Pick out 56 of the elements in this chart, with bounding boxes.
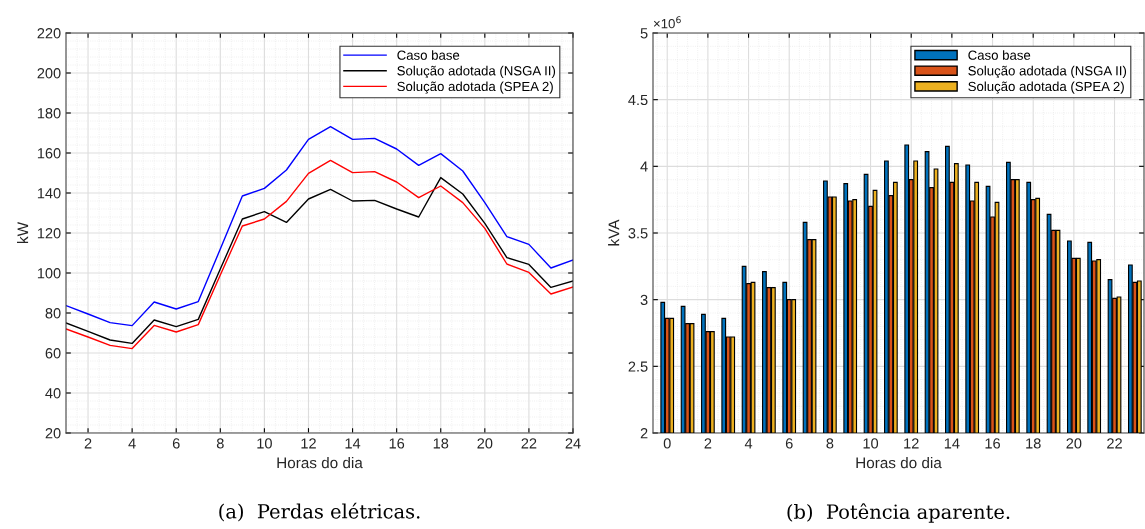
y-tick-label: 3.5	[628, 228, 648, 239]
x-tick-label: 4	[128, 438, 136, 449]
y-tick-label: 4.5	[628, 94, 648, 106]
x-tick-label: 14	[345, 438, 361, 449]
y-tick-label: 60	[45, 348, 61, 359]
x-tick-label: 22	[1107, 438, 1122, 449]
legend-label: Solução adotada (SPEA 2)	[397, 81, 553, 94]
x-tick-label: 2	[84, 438, 92, 449]
x-tick-label: 12	[904, 438, 919, 449]
y-tick-label: 3	[640, 294, 648, 306]
x-tick-label: 16	[389, 438, 405, 449]
x-tick-label: 8	[826, 438, 834, 449]
x-tick-label: 6	[785, 438, 793, 449]
x-tick-label: 22	[521, 438, 537, 449]
x-tick-label: 0	[663, 438, 671, 449]
legend-label: Caso base	[397, 50, 460, 60]
y-tick-label: 2.5	[628, 361, 648, 372]
x-tick-label: 10	[257, 438, 272, 449]
legend-label: Solução adotada (NSGA II)	[397, 65, 556, 79]
x-tick-label: 8	[216, 438, 224, 449]
legend-label: Solução adotada (SPEA 2)	[968, 81, 1124, 94]
y-tick-label: 20	[45, 428, 61, 439]
y-tick-label: 4	[640, 161, 648, 172]
x-tick-label: 12	[301, 438, 316, 449]
y-tick-label: 200	[37, 68, 61, 79]
y-axis-title: kVA	[608, 219, 620, 246]
x-tick-label: 24	[565, 438, 581, 449]
text: (a) Perdas elétricas.	[219, 502, 420, 522]
x-axis-title: Horas do dia	[277, 457, 363, 469]
y-tick-label: 100	[37, 268, 61, 279]
y-axis-title: kW	[17, 222, 29, 243]
x-tick-label: 20	[477, 438, 493, 449]
x-tick-label: 4	[744, 438, 753, 449]
y-tick-label: 5	[640, 28, 648, 39]
y-tick-label: 120	[37, 228, 61, 239]
legend-label: Caso base	[968, 50, 1031, 60]
line-series	[66, 125, 573, 327]
text: ×10$^{6}$	[653, 16, 681, 29]
x-tick-label: 6	[172, 438, 180, 449]
x-axis-title: Horas do dia	[856, 457, 942, 469]
y-tick-label: 180	[37, 108, 61, 119]
x-tick-label: 10	[863, 438, 879, 449]
x-tick-label: 16	[985, 438, 1000, 449]
legend-label: Solução adotada (NSGA II)	[968, 65, 1127, 79]
x-tick-label: 2	[704, 438, 712, 449]
x-tick-label: 18	[1026, 438, 1041, 449]
x-tick-label: 18	[433, 438, 449, 449]
x-tick-label: 14	[944, 438, 960, 449]
y-tick-label: 220	[37, 28, 61, 39]
y-tick-label: 140	[37, 188, 61, 199]
x-tick-label: 20	[1066, 438, 1082, 449]
text: (b) Potência aparente.	[787, 503, 1010, 523]
y-tick-label: 80	[45, 308, 61, 319]
y-tick-label: 2	[640, 428, 648, 439]
y-tick-label: 40	[45, 388, 61, 399]
y-tick-label: 160	[37, 148, 61, 159]
